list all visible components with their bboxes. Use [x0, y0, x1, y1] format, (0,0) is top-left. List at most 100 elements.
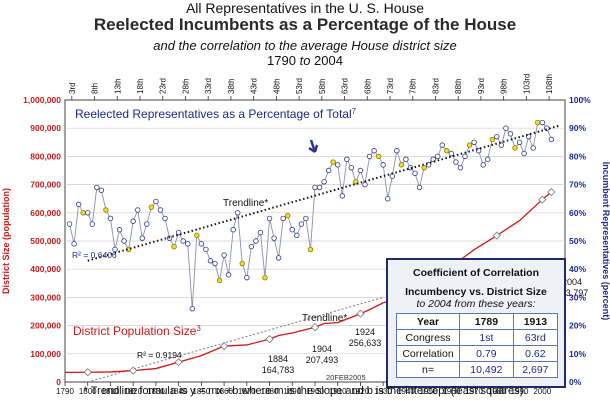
- left-tick-label: 200,000: [30, 321, 61, 331]
- congress-tick-label: 73rd: [386, 78, 395, 94]
- left-tick-label: 600,000: [30, 208, 61, 218]
- reelection-point: [362, 181, 368, 188]
- reelection-point: [498, 142, 505, 148]
- x-tick-label: 1790: [56, 387, 74, 396]
- chart-title: Reelected Incumbents as a Percentage of …: [93, 15, 517, 34]
- population-trendline: [87, 296, 384, 383]
- reelection-point: [512, 145, 518, 151]
- reelection-point: [457, 164, 464, 171]
- x-tick-label: 1990: [511, 387, 529, 396]
- congress-tick-label: 58th: [318, 78, 327, 94]
- reelection-point: [189, 305, 195, 312]
- end-year: 2004: [314, 53, 343, 68]
- congress-tick-label: 78th: [409, 78, 418, 94]
- population-marker: [265, 335, 274, 344]
- congress-tick-label: 18th: [136, 78, 145, 94]
- correlation-title-line2: Incumbency vs. District Size: [405, 286, 547, 298]
- x-tick-label: 1860: [215, 387, 233, 396]
- right-axis-label: Incumbent Representatives (percent): [601, 162, 610, 321]
- chart-subtitle: and the correlation to the average House…: [153, 38, 457, 53]
- reelection-point: [280, 215, 286, 222]
- reelection-point: [435, 153, 441, 160]
- right-tick-label: 90%: [569, 123, 586, 133]
- x-tick-label: 1920: [352, 387, 370, 396]
- annotation-year: 2004: [562, 277, 582, 287]
- reelection-point: [266, 215, 273, 222]
- x-tick-label: 1910: [329, 387, 347, 396]
- table-header: 1913: [512, 313, 559, 330]
- reelection-point: [439, 142, 445, 148]
- footnote-mark: 7: [352, 107, 357, 116]
- reelection-point: [112, 246, 118, 253]
- reelection-point: [335, 162, 341, 168]
- reelection-point: [80, 210, 86, 216]
- reelection-point: [489, 136, 495, 143]
- table-header: Year: [396, 313, 460, 330]
- reelection-point: [275, 255, 282, 261]
- reelection-point: [225, 272, 232, 278]
- congress-tick-label: 93rd: [477, 78, 486, 94]
- right-tick-label: 0%: [569, 377, 582, 387]
- table-cell: Correlation: [396, 345, 460, 362]
- left-tick-label: 0: [56, 377, 61, 387]
- congress-tick-label: 108th: [545, 74, 554, 94]
- reelection-point: [253, 238, 259, 244]
- right-tick-label: 40%: [569, 264, 586, 274]
- annotation-arrow: [308, 139, 319, 154]
- reelection-series-name: Reelected Representatives as a Percentag…: [75, 107, 357, 122]
- right-tick-label: 100%: [569, 95, 591, 105]
- x-tick-label: 1850: [192, 387, 210, 396]
- reelection-point: [339, 193, 345, 199]
- reelection-point: [421, 164, 427, 171]
- reelection-point: [257, 229, 264, 236]
- x-tick-label: 1820: [124, 387, 142, 396]
- population-marker: [492, 231, 501, 240]
- congress-tick-label: 43rd: [250, 78, 259, 94]
- chart-title-line1: All Representatives in the U. S. House: [185, 0, 425, 16]
- reelection-point: [148, 204, 155, 210]
- trendline-label: Trendline*: [302, 313, 347, 324]
- reelection-point: [480, 162, 486, 168]
- reelection-point: [444, 148, 450, 154]
- reelection-point: [344, 156, 350, 162]
- reelection-point: [289, 227, 295, 233]
- congress-tick-label: 103rd: [522, 74, 531, 94]
- reelection-point: [216, 277, 223, 284]
- table-cell: 10,492: [459, 361, 514, 378]
- right-tick-label: 50%: [569, 236, 586, 246]
- annotation-value: 256,633: [349, 338, 382, 348]
- reelection-point: [375, 153, 382, 160]
- left-tick-label: 700,000: [30, 180, 61, 190]
- population-marker: [129, 366, 138, 375]
- congress-tick-label: 8th: [91, 83, 100, 94]
- footnote-mark: 3: [196, 324, 201, 333]
- population-marker: [83, 368, 92, 377]
- start-year: 1790: [267, 53, 296, 68]
- r-squared-label: R² = 0.9194: [137, 350, 182, 360]
- reelection-point: [453, 159, 459, 165]
- right-tick-label: 60%: [569, 208, 586, 218]
- x-tick-label: 1980: [488, 387, 506, 396]
- reelection-point: [503, 125, 509, 131]
- reelection-point: [485, 156, 491, 162]
- reelection-point: [430, 156, 436, 162]
- reelection-point: [248, 243, 255, 250]
- reelection-point: [66, 221, 73, 227]
- correlation-subtitle: to 2004 from these years:: [416, 298, 536, 310]
- chart-year-range: 1790 to 2004: [0, 53, 610, 68]
- left-tick-label: 1,000,000: [23, 95, 61, 105]
- reelection-point: [448, 150, 455, 157]
- reelection-point: [535, 119, 541, 126]
- x-tick-label: 1900: [306, 387, 324, 396]
- right-tick-label: 70%: [569, 180, 586, 190]
- reelection-point: [348, 164, 355, 171]
- reelection-point: [71, 241, 77, 247]
- x-tick-label: 1930: [374, 387, 392, 396]
- table-cell: 0.79: [459, 345, 514, 362]
- right-tick-label: 30%: [569, 292, 586, 302]
- reelection-point: [307, 246, 314, 253]
- reelection-point: [294, 232, 300, 239]
- reelection-point: [75, 201, 82, 208]
- reelection-point: [94, 184, 100, 191]
- annotation-value: 207,493: [306, 355, 339, 365]
